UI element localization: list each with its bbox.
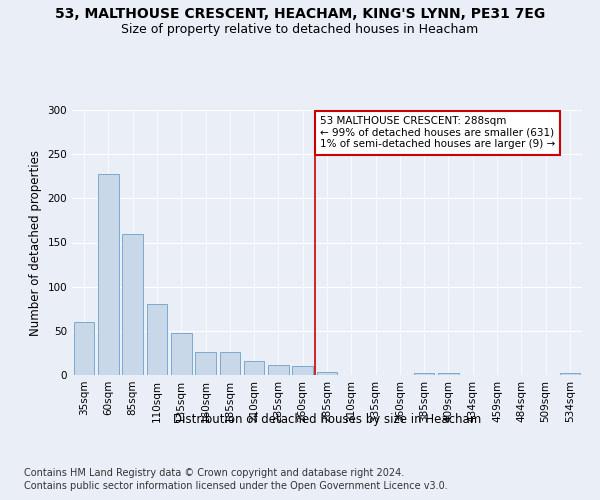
Bar: [317, 372, 337, 375]
Bar: [560, 373, 580, 375]
Bar: [122, 234, 143, 375]
Bar: [195, 352, 216, 375]
Text: Distribution of detached houses by size in Heacham: Distribution of detached houses by size …: [173, 412, 481, 426]
Text: 53, MALTHOUSE CRESCENT, HEACHAM, KING'S LYNN, PE31 7EG: 53, MALTHOUSE CRESCENT, HEACHAM, KING'S …: [55, 8, 545, 22]
Bar: [414, 373, 434, 375]
Bar: [220, 352, 240, 375]
Bar: [74, 322, 94, 375]
Bar: [268, 366, 289, 375]
Bar: [146, 304, 167, 375]
Text: Contains public sector information licensed under the Open Government Licence v3: Contains public sector information licen…: [24, 481, 448, 491]
Text: Contains HM Land Registry data © Crown copyright and database right 2024.: Contains HM Land Registry data © Crown c…: [24, 468, 404, 477]
Text: Size of property relative to detached houses in Heacham: Size of property relative to detached ho…: [121, 22, 479, 36]
Y-axis label: Number of detached properties: Number of detached properties: [29, 150, 42, 336]
Bar: [171, 332, 191, 375]
Text: 53 MALTHOUSE CRESCENT: 288sqm
← 99% of detached houses are smaller (631)
1% of s: 53 MALTHOUSE CRESCENT: 288sqm ← 99% of d…: [320, 116, 555, 150]
Bar: [438, 373, 459, 375]
Bar: [244, 361, 265, 375]
Bar: [98, 174, 119, 375]
Bar: [292, 366, 313, 375]
